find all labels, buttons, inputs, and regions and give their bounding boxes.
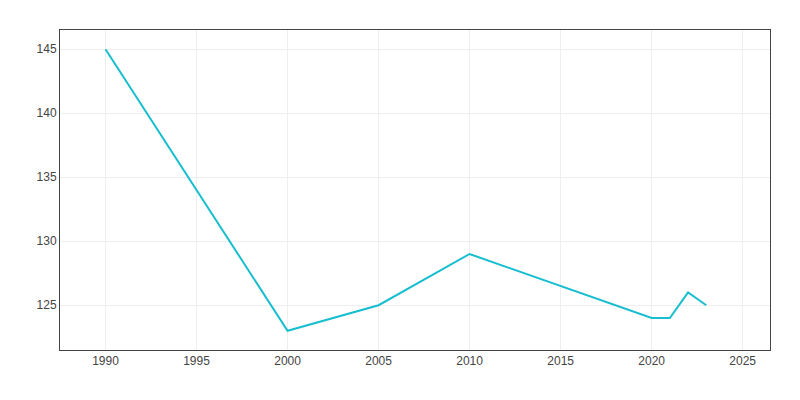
svg-text:140: 140: [37, 106, 57, 120]
svg-text:125: 125: [37, 298, 57, 312]
svg-text:2000: 2000: [274, 354, 301, 368]
svg-text:2020: 2020: [638, 354, 665, 368]
svg-text:130: 130: [37, 234, 57, 248]
svg-text:2010: 2010: [456, 354, 483, 368]
svg-text:2025: 2025: [729, 354, 756, 368]
svg-text:1990: 1990: [92, 354, 119, 368]
svg-text:2015: 2015: [547, 354, 574, 368]
svg-text:1995: 1995: [183, 354, 210, 368]
svg-text:135: 135: [37, 170, 57, 184]
svg-text:2005: 2005: [365, 354, 392, 368]
svg-text:145: 145: [37, 42, 57, 56]
